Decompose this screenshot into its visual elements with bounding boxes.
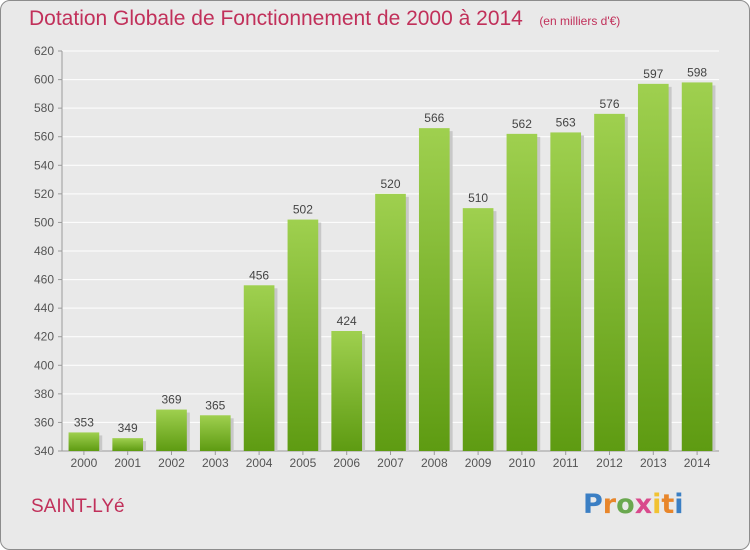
proxiti-logo: Proxiti bbox=[583, 489, 684, 520]
bar bbox=[462, 208, 494, 451]
label-layer: 353 349 369 365 456 502 424 520 566 510 562 563 576 5… bbox=[74, 65, 708, 435]
bar-value-label: 365 bbox=[205, 398, 225, 412]
bar-value-label: 502 bbox=[293, 203, 313, 217]
x-tick-label: 2004 bbox=[246, 456, 273, 470]
bar-value-label: 353 bbox=[74, 415, 94, 429]
bar-value-label: 562 bbox=[512, 117, 532, 131]
bar bbox=[68, 432, 100, 451]
x-tick-label: 2010 bbox=[509, 456, 536, 470]
x-tick-label: 2009 bbox=[465, 456, 492, 470]
bar bbox=[243, 285, 275, 451]
bar bbox=[375, 193, 406, 451]
y-tick-label: 380 bbox=[34, 387, 54, 401]
y-tick-label: 600 bbox=[34, 73, 54, 87]
x-tick-label: 2008 bbox=[421, 456, 448, 470]
logo-letter: t bbox=[661, 489, 675, 520]
x-tick-label: 2007 bbox=[377, 456, 404, 470]
bar bbox=[418, 128, 450, 451]
y-tick-label: 480 bbox=[34, 244, 54, 258]
x-tick-label: 2001 bbox=[114, 456, 141, 470]
bar bbox=[637, 83, 669, 451]
y-tick-label: 420 bbox=[34, 330, 54, 344]
bar bbox=[199, 415, 231, 451]
logo-letter: o bbox=[616, 489, 635, 520]
bar-value-label: 520 bbox=[380, 177, 400, 191]
y-tick-label: 520 bbox=[34, 187, 54, 201]
logo-letter: r bbox=[602, 489, 617, 520]
chart-title: Dotation Globale de Fonctionnement de 20… bbox=[29, 7, 523, 30]
bar-value-label: 510 bbox=[468, 191, 488, 205]
x-tick-label: 2005 bbox=[290, 456, 317, 470]
bar bbox=[594, 113, 625, 451]
y-tick-label: 340 bbox=[34, 444, 54, 458]
chart-subtitle: (en milliers d'€) bbox=[539, 14, 621, 28]
y-tick-label: 460 bbox=[34, 273, 54, 287]
x-tick-label: 2000 bbox=[71, 456, 98, 470]
bar-value-label: 566 bbox=[424, 111, 444, 125]
bar-value-label: 598 bbox=[687, 65, 707, 79]
bar bbox=[550, 132, 582, 451]
y-tick-label: 580 bbox=[34, 101, 54, 115]
bar-layer bbox=[68, 82, 716, 451]
logo-letter: i bbox=[674, 489, 684, 520]
y-tick-label: 500 bbox=[34, 215, 54, 229]
y-tick-label: 440 bbox=[34, 301, 54, 315]
x-tick-label: 2012 bbox=[596, 456, 623, 470]
y-tick-label: 540 bbox=[34, 158, 54, 172]
bar bbox=[506, 133, 538, 451]
bar-value-label: 456 bbox=[249, 268, 269, 282]
y-tick-label: 400 bbox=[34, 358, 54, 372]
y-tick-label: 620 bbox=[34, 44, 54, 58]
title-line: Dotation Globale de Fonctionnement de 20… bbox=[29, 7, 620, 31]
bar-value-label: 563 bbox=[556, 115, 576, 129]
bar-value-label: 576 bbox=[599, 97, 619, 111]
bar bbox=[681, 82, 713, 451]
y-tick-label: 560 bbox=[34, 130, 54, 144]
bar-value-label: 349 bbox=[118, 421, 138, 435]
bar-value-label: 369 bbox=[161, 393, 181, 407]
x-tick-label: 2014 bbox=[684, 456, 711, 470]
y-tick-label: 360 bbox=[34, 415, 54, 429]
x-tick-label: 2011 bbox=[553, 456, 579, 470]
x-tick-label: 2002 bbox=[158, 456, 185, 470]
bar bbox=[287, 219, 319, 451]
bar-value-label: 424 bbox=[337, 314, 357, 328]
bar bbox=[156, 409, 187, 451]
x-tick-label: 2003 bbox=[202, 456, 229, 470]
logo-letter: P bbox=[583, 489, 603, 520]
commune-name: SAINT-LYé bbox=[31, 496, 125, 517]
logo-letter: i bbox=[652, 489, 662, 520]
x-tick-label: 2013 bbox=[640, 456, 667, 470]
bar bbox=[112, 438, 144, 451]
bar-value-label: 597 bbox=[643, 67, 663, 81]
logo-letter: x bbox=[634, 489, 653, 520]
x-tick-label: 2006 bbox=[333, 456, 360, 470]
bar bbox=[331, 331, 363, 451]
